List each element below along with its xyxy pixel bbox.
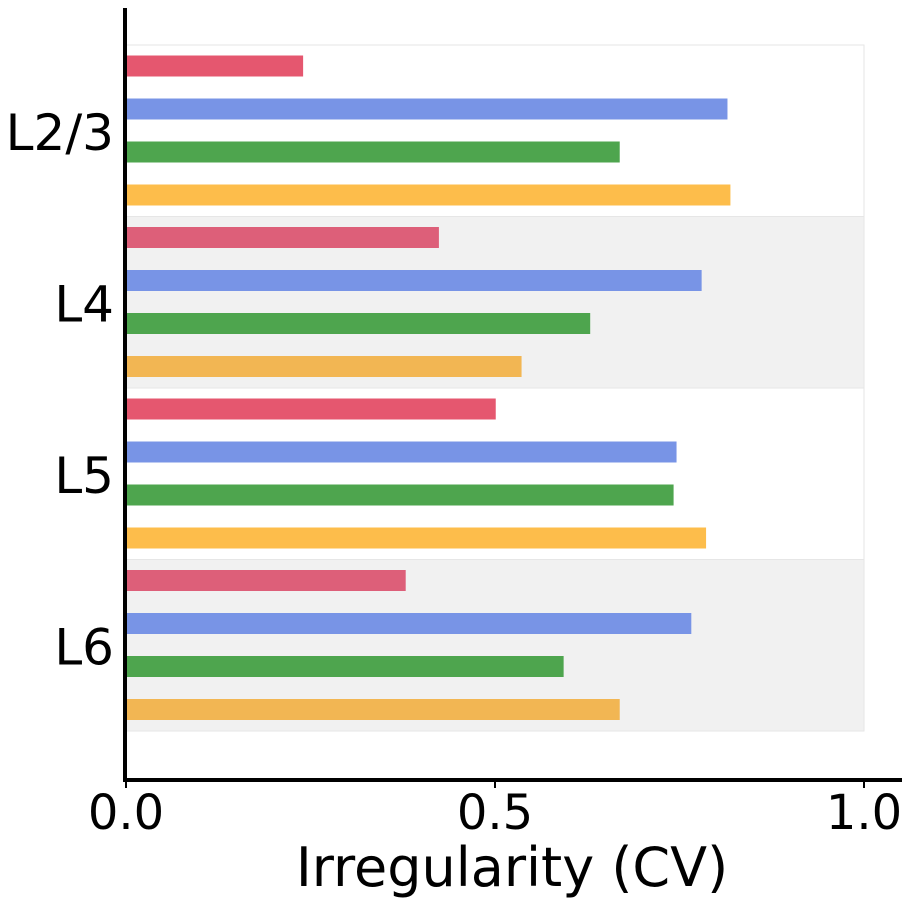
bar-l5-s3 (126, 484, 674, 506)
bar-l6-s3 (126, 656, 564, 677)
bar-l4-s1 (126, 227, 439, 248)
y-tick-labels: L2/3 L4 L5 L6 (6, 104, 114, 677)
bar-l4-s3 (126, 313, 591, 334)
y-tick-label-l2-3: L2/3 (6, 104, 114, 162)
x-tick-labels: 0.0 0.5 1.0 (88, 780, 902, 841)
bar-l6-s2 (126, 613, 692, 634)
bar-l4-s2 (126, 270, 702, 291)
y-tick-label-l4: L4 (54, 275, 114, 333)
bar-l6-s4 (126, 699, 620, 720)
bar-l2-3-s4 (126, 184, 731, 206)
x-axis-label: Irregularity (CV) (296, 836, 728, 899)
x-tick-label-0-5: 0.5 (457, 785, 533, 841)
y-tick-label-l6: L6 (54, 618, 114, 676)
bar-l2-3-s2 (126, 98, 728, 120)
bar-l2-3-s3 (126, 141, 620, 163)
x-tick-label-0-0: 0.0 (88, 785, 164, 841)
bars (126, 55, 731, 720)
y-tick-label-l5: L5 (54, 447, 114, 505)
bar-l5-s1 (126, 398, 496, 420)
bar-l2-3-s1 (126, 55, 304, 77)
bar-l5-s4 (126, 527, 707, 549)
x-tick-label-1-0: 1.0 (826, 785, 902, 841)
bar-l5-s2 (126, 441, 677, 463)
bar-l6-s1 (126, 570, 406, 591)
bar-l4-s4 (126, 356, 522, 377)
